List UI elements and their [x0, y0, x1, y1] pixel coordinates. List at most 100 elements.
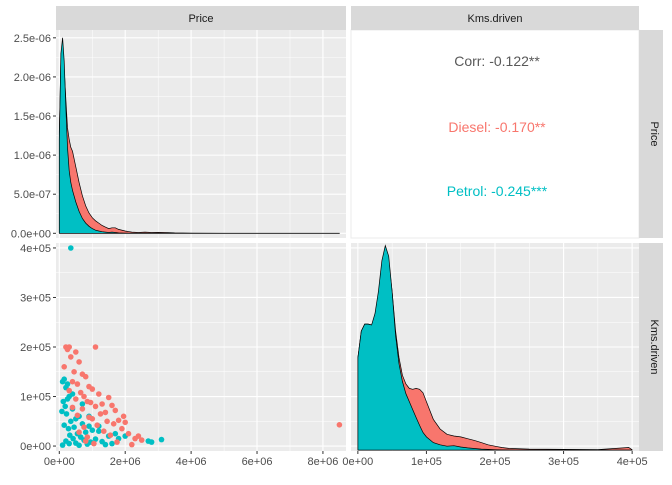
strip-right-kms: Kms.driven [648, 319, 660, 374]
scatter-point-diesel [102, 409, 109, 416]
scatter-point-diesel [101, 428, 107, 435]
scatter-point-petrol [145, 438, 152, 444]
strip-top-price: Price [188, 13, 213, 25]
scatter-point-diesel [61, 364, 67, 370]
strip-top-kms-bg [351, 6, 639, 30]
strip-top-kms: Kms.driven [467, 13, 522, 25]
scatter-point-diesel [73, 396, 79, 402]
scatter-point-diesel [64, 346, 71, 353]
scatter-point-petrol [79, 401, 86, 407]
scatter-point-diesel [82, 438, 89, 444]
scatter-point-petrol [96, 428, 102, 435]
scatter-point-diesel [104, 418, 110, 425]
scatter-point-petrol [66, 440, 72, 447]
scatter-point-diesel [115, 417, 122, 424]
scatter-point-diesel [99, 401, 105, 407]
scatter-point-diesel [69, 404, 76, 411]
scatter-point-petrol [86, 423, 92, 430]
kms-xtick-label: 3e+05 [548, 456, 579, 468]
scatter-point-petrol [158, 436, 165, 443]
scatter-point-diesel [68, 354, 74, 360]
scatter-point-diesel [82, 373, 89, 380]
scatter-point-diesel [71, 369, 77, 375]
price-density-petrol [58, 37, 340, 234]
scatter-point-petrol [64, 381, 71, 387]
kms-xtick-label: 2e+05 [480, 456, 511, 468]
scatter-point-petrol [89, 427, 96, 434]
strip-right-kms-bg [639, 243, 663, 451]
scatter-point-diesel [74, 412, 81, 419]
scatter-point-diesel [119, 425, 125, 432]
strip-top-price-bg [56, 6, 346, 30]
price-xtick-label: 8e+06 [307, 456, 338, 468]
scatter-point-diesel [89, 386, 96, 392]
scatter-point-diesel [92, 344, 99, 350]
price-xtick-label: 2e+06 [110, 456, 141, 468]
scatter-point-petrol [76, 442, 82, 449]
scatter-point-diesel [125, 430, 132, 437]
price-density-ytick-label: 2.0e-06 [14, 72, 51, 84]
corr-petrol: Petrol: -0.245*** [447, 183, 548, 199]
price-xtick-label: 4e+06 [176, 456, 207, 468]
scatter-point-petrol [102, 441, 109, 448]
kms-xtick-label: 1e+05 [411, 456, 442, 468]
price-xtick-label: 6e+06 [242, 456, 273, 468]
scatter-point-diesel [76, 359, 82, 365]
scatter-point-diesel [97, 411, 104, 417]
price-xtick-label: 0e+00 [44, 456, 75, 468]
scatter-point-petrol [64, 396, 71, 402]
scatter-point-diesel [73, 349, 79, 355]
panel-corr-bg [350, 29, 640, 239]
scatter-point-diesel [81, 424, 87, 431]
corr-diesel: Diesel: -0.170** [448, 119, 546, 135]
scatter-point-diesel [89, 416, 96, 422]
scatter-point-diesel [96, 391, 102, 397]
price-density-ytick-label: 0.0e+00 [11, 228, 51, 240]
price-density-ytick-label: 1.0e-06 [14, 150, 51, 162]
corr-overall: Corr: -0.122** [454, 53, 540, 69]
scatter-point-diesel [138, 437, 145, 443]
price-density-ytick-label: 1.5e-06 [14, 111, 51, 123]
kms-xtick-label: 0e+00 [342, 456, 373, 468]
scatter-point-petrol [92, 436, 99, 442]
scatter-point-petrol [109, 440, 115, 447]
strip-right-price-bg [639, 30, 663, 238]
scatter-point-petrol [60, 398, 67, 405]
scatter-point-diesel [91, 440, 97, 447]
scatter-point-diesel [105, 394, 112, 401]
scatter-point-diesel [94, 422, 100, 429]
scatter-point-petrol [71, 424, 77, 431]
price-density-ytick-label: 5.0e-07 [14, 189, 51, 201]
scatter-point-petrol [112, 430, 119, 437]
scatter-point-petrol [59, 378, 66, 385]
scatter-point-petrol [65, 425, 72, 432]
scatter-point-diesel [77, 389, 84, 396]
scatter-point-diesel [336, 422, 343, 428]
scatter-point-diesel [74, 381, 81, 387]
panel-price-density-bg [56, 30, 346, 238]
price-density-ytick-label: 2.5e-06 [14, 33, 51, 45]
scatter-point-diesel [66, 387, 72, 394]
scatter-point-diesel [87, 399, 94, 406]
scatter-point-diesel [122, 419, 128, 426]
scatter-point-diesel [110, 421, 117, 427]
scatter-point-diesel [109, 402, 115, 409]
scatter-point-diesel [79, 406, 86, 412]
scatter-point-diesel [114, 439, 120, 445]
scatter-point-diesel [112, 407, 119, 414]
scatter-point-petrol [59, 442, 66, 448]
scatter-point-diesel [92, 403, 99, 410]
scatter-ytick-label: 3e+05 [20, 292, 51, 304]
scatter-point-petrol [68, 245, 74, 251]
scatter-point-diesel [107, 432, 114, 439]
scatter-point-diesel [69, 378, 76, 385]
scatter-point-diesel [120, 413, 127, 420]
strip-right-price: Price [648, 121, 660, 146]
scatter-point-diesel [76, 429, 82, 436]
scatter-point-diesel [135, 433, 142, 439]
scatter-point-petrol [61, 422, 67, 429]
scatter-ytick-label: 1e+05 [20, 392, 51, 404]
scatter-point-petrol [59, 408, 65, 415]
scatter-point-petrol [63, 411, 70, 417]
